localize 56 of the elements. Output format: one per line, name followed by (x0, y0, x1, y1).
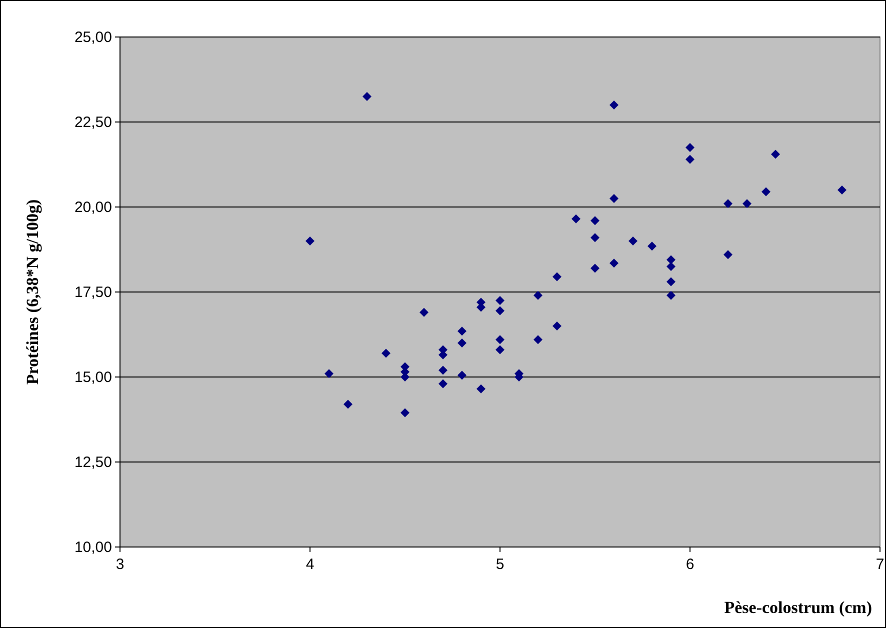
y-tick-label: 20,00 (74, 199, 112, 216)
point (400, 408, 410, 418)
y-tick-label: 25,00 (74, 29, 112, 46)
point (496, 345, 504, 354)
point (762, 187, 770, 196)
point (628, 236, 638, 246)
point (724, 250, 732, 260)
point (552, 322, 562, 330)
point (666, 255, 676, 264)
point (666, 290, 676, 300)
y-tick-label: 10,00 (74, 539, 112, 556)
point (686, 154, 694, 164)
x-tick-label: 3 (116, 556, 124, 573)
point (496, 296, 504, 305)
point (590, 216, 600, 226)
point (838, 186, 846, 194)
y-tick-label: 17,50 (74, 284, 112, 301)
y-tick-label: 12,50 (74, 454, 112, 471)
y-tick-label: 22,50 (74, 114, 112, 131)
point (666, 277, 676, 286)
point (324, 369, 334, 378)
point (590, 264, 600, 273)
point (344, 400, 352, 409)
point (306, 236, 314, 246)
point (458, 326, 466, 336)
point (438, 366, 448, 375)
point (771, 150, 780, 159)
x-tick-label: 5 (496, 556, 504, 573)
point (382, 348, 390, 358)
point (742, 199, 752, 208)
point (476, 384, 486, 394)
point (572, 214, 580, 224)
point (534, 290, 542, 300)
point (362, 92, 372, 101)
point (496, 335, 504, 344)
y-tick-label: 15,00 (74, 369, 112, 386)
point (686, 143, 694, 152)
point (724, 199, 732, 208)
x-axis-title: Pèse-colostrum (cm) (724, 598, 872, 617)
point (420, 308, 428, 317)
point (610, 258, 618, 268)
point (458, 370, 466, 380)
point (534, 335, 542, 344)
point (666, 262, 676, 271)
point (648, 242, 656, 251)
point (610, 100, 618, 110)
y-axis-title: Protéines (6,38*N g/100g) (23, 199, 42, 385)
point (458, 338, 466, 348)
x-tick-label: 4 (306, 556, 314, 573)
point (590, 233, 600, 242)
x-tick-label: 7 (876, 556, 884, 573)
point (610, 194, 618, 203)
point (496, 306, 504, 316)
point (438, 379, 448, 388)
point (552, 272, 562, 282)
x-tick-label: 6 (686, 556, 694, 573)
